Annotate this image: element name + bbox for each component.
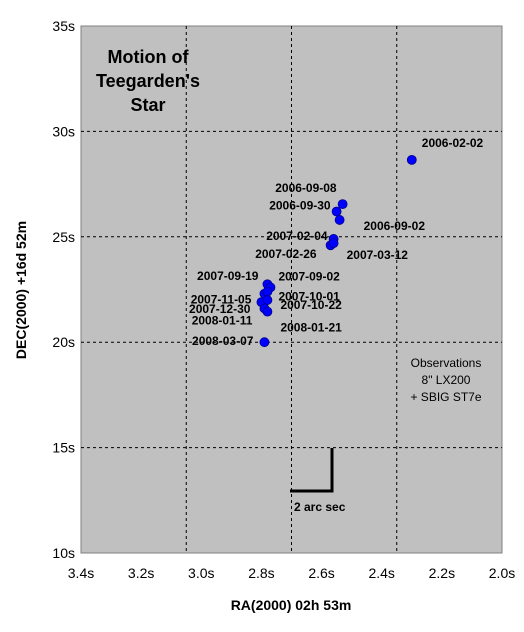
data-point-label: 2006-02-02 bbox=[422, 136, 484, 150]
data-point-label: 2006-09-08 bbox=[275, 181, 337, 195]
y-tick-label: 35s bbox=[52, 18, 75, 34]
data-point-label: 2007-02-26 bbox=[255, 247, 317, 261]
data-point bbox=[331, 206, 342, 217]
data-point-label: 2007-03-12 bbox=[347, 248, 409, 262]
x-axis-title: RA(2000) 02h 53m bbox=[231, 597, 352, 613]
chart-title-line-1: Motion of bbox=[108, 47, 190, 67]
x-tick-label: 3.4s bbox=[68, 565, 94, 581]
data-point bbox=[259, 337, 270, 348]
data-point-label: 2007-09-19 bbox=[197, 269, 259, 283]
data-point bbox=[334, 215, 345, 225]
data-point-label: 2006-09-02 bbox=[364, 219, 426, 233]
x-tick-label: 2.0s bbox=[489, 565, 515, 581]
chart-title-line-3: Star bbox=[130, 95, 165, 115]
x-tick-label: 3.0s bbox=[188, 565, 214, 581]
y-axis-ticks: 35s 30s 25s 20s 15s 10s bbox=[52, 18, 75, 561]
data-point-label: 2007-12-30 bbox=[189, 302, 251, 316]
scale-bar-line bbox=[290, 448, 334, 493]
data-point bbox=[262, 306, 273, 317]
x-tick-label: 2.4s bbox=[368, 565, 394, 581]
y-tick-label: 10s bbox=[52, 545, 75, 561]
scale-bar-label: 2 arc sec bbox=[294, 500, 346, 514]
x-tick-label: 2.6s bbox=[308, 565, 334, 581]
data-point-label: 2007-09-02 bbox=[278, 269, 340, 283]
chart-title-line-2: Teegarden's bbox=[96, 71, 200, 91]
y-tick-label: 25s bbox=[52, 229, 75, 245]
data-point-label: 2008-03-07 bbox=[192, 334, 254, 348]
data-point bbox=[262, 295, 273, 305]
note-line-1: Observations bbox=[411, 356, 482, 370]
data-point bbox=[328, 238, 339, 249]
note-line-3: + SBIG ST7e bbox=[410, 390, 481, 404]
y-axis-title: DEC(2000) +16d 52m bbox=[13, 221, 29, 359]
data-point bbox=[406, 154, 417, 165]
data-point-label: 2006-09-30 bbox=[269, 199, 331, 213]
data-points bbox=[256, 154, 417, 348]
data-point-label: 2007-10-01 bbox=[278, 290, 340, 304]
grid bbox=[81, 26, 502, 553]
scale-bar: 2 arc sec bbox=[290, 448, 346, 514]
y-tick-label: 15s bbox=[52, 440, 75, 456]
x-tick-label: 3.2s bbox=[128, 565, 154, 581]
x-axis-ticks: 3.4s 3.2s 3.0s 2.8s 2.6s 2.4s 2.2s 2.0s bbox=[68, 565, 515, 581]
note-line-2: 8" LX200 bbox=[422, 373, 471, 387]
data-point-label: 2007-02-04 bbox=[266, 229, 328, 243]
x-tick-label: 2.2s bbox=[429, 565, 455, 581]
x-tick-label: 2.8s bbox=[248, 565, 274, 581]
data-point-label: 2008-01-21 bbox=[280, 321, 342, 335]
data-point-labels: 2006-02-02 2006-09-08 2006-09-30 2006-09-02… bbox=[189, 136, 483, 348]
data-point-label: 2007-10-22 bbox=[280, 298, 342, 312]
y-tick-label: 30s bbox=[52, 123, 75, 139]
data-point-label: 2008-01-11 bbox=[192, 313, 253, 327]
data-point bbox=[337, 199, 348, 210]
data-point-label: 2007-11-05 bbox=[191, 293, 252, 307]
y-tick-label: 20s bbox=[52, 334, 75, 350]
data-point bbox=[262, 286, 273, 297]
